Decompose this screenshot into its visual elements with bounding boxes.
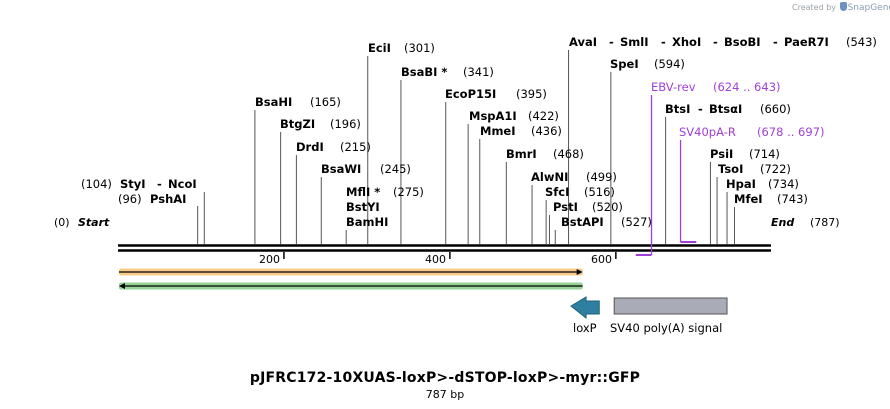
site-label-bamhi: BamHI bbox=[346, 215, 388, 229]
site-position: (395) bbox=[516, 87, 547, 101]
site-label-spei: SpeI bbox=[610, 57, 639, 71]
site-position: (422) bbox=[528, 109, 559, 123]
primer-label-ebv-rev: EBV-rev bbox=[651, 80, 696, 94]
site-label-btsi: BtsI bbox=[665, 102, 690, 116]
site-position: (594) bbox=[654, 57, 685, 71]
site-position: (527) bbox=[621, 215, 652, 229]
site-position: (165) bbox=[310, 95, 341, 109]
site-separator: - bbox=[157, 177, 162, 191]
site-position: (196) bbox=[330, 117, 361, 131]
site-label-xhoi: XhoI bbox=[672, 35, 701, 49]
feature-box-sv40-polya bbox=[613, 297, 728, 315]
site-label-hpai: HpaI bbox=[726, 177, 756, 191]
primer-marks bbox=[635, 95, 697, 256]
site-position: (722) bbox=[760, 162, 791, 176]
start-position: (0) bbox=[54, 216, 70, 229]
credit-prefix: Created by bbox=[792, 3, 837, 12]
site-position: (436) bbox=[531, 124, 562, 138]
site-label-sfci: SfcI bbox=[545, 185, 569, 199]
orf-arrows bbox=[119, 268, 583, 290]
site-position: (301) bbox=[404, 41, 435, 55]
orf-arrowhead bbox=[576, 269, 583, 275]
site-label-pshai: PshAI bbox=[150, 192, 186, 206]
feature-label-sv40-polya: SV40 poly(A) signal bbox=[610, 321, 722, 335]
primer-range: (624 .. 643) bbox=[713, 80, 781, 94]
site-label-smli: SmlI bbox=[620, 35, 649, 49]
site-label-mspa1i: MspA1I bbox=[469, 109, 517, 123]
feature-shapes bbox=[570, 296, 728, 320]
site-position: (341) bbox=[463, 65, 494, 79]
site-label-ecii: EciI bbox=[368, 41, 391, 55]
site-label-bsobi: BsoBI bbox=[724, 35, 761, 49]
site-position: (743) bbox=[777, 192, 808, 206]
site-position: (468) bbox=[553, 147, 584, 161]
site-position: (714) bbox=[749, 147, 780, 161]
site-position: (520) bbox=[592, 200, 623, 214]
site-label-mfei: MfeI bbox=[734, 192, 763, 206]
site-label-bsahi: BsaHI bbox=[255, 95, 292, 109]
site-separator: - bbox=[661, 35, 666, 49]
ruler bbox=[283, 252, 617, 259]
site-position: (516) bbox=[584, 185, 615, 199]
site-position: (499) bbox=[586, 170, 617, 184]
snapgene-logo-icon bbox=[839, 2, 847, 11]
site-label-bstapi: BstAPI bbox=[561, 215, 604, 229]
credit-brand: SnapGene bbox=[847, 3, 890, 13]
ruler-tick-label: 200 bbox=[259, 253, 280, 266]
end-label: End bbox=[771, 216, 794, 229]
feature-arrow-loxp bbox=[570, 296, 600, 320]
site-separator: - bbox=[609, 35, 614, 49]
site-label-psti: PstI bbox=[553, 200, 578, 214]
site-position: (245) bbox=[380, 162, 411, 176]
restriction-site-lines bbox=[197, 50, 735, 244]
site-label-tsoi: TsoI bbox=[718, 162, 743, 176]
site-separator: - bbox=[713, 35, 718, 49]
primer-label-sv40pa-r: SV40pA-R bbox=[679, 125, 736, 139]
site-label-avai: AvaI bbox=[569, 35, 597, 49]
site-label-drdi: DrdI bbox=[296, 140, 324, 154]
site-label-paer7i: PaeR7I bbox=[784, 35, 829, 49]
site-label-bsabi: BsaBI * bbox=[401, 65, 447, 79]
plasmid-length: 787 bp bbox=[425, 388, 465, 401]
site-label-btgzi: BtgZI bbox=[280, 117, 315, 131]
dna-backbone bbox=[118, 244, 771, 252]
site-label-btsai: BtsαI bbox=[709, 102, 742, 116]
ruler-tick-label: 400 bbox=[425, 253, 446, 266]
site-label-bmri: BmrI bbox=[506, 147, 537, 161]
site-label-styi: StyI bbox=[120, 177, 146, 191]
site-position: (543) bbox=[846, 35, 877, 49]
start-label: Start bbox=[78, 216, 110, 229]
site-label-ncoi: NcoI bbox=[168, 177, 197, 191]
site-label-psii: PsiI bbox=[710, 147, 733, 161]
restriction-site-labels: (104) StyI - NcoI (96) PshAI BsaHI (165)… bbox=[81, 35, 877, 229]
site-position: (734) bbox=[768, 177, 799, 191]
site-position: (275) bbox=[393, 185, 424, 199]
primer-range: (678 .. 697) bbox=[757, 125, 825, 139]
plasmid-name: pJFRC172-10XUAS-loxP>-dSTOP-loxP>-myr::G… bbox=[249, 370, 641, 386]
site-label-bstyi: BstYI bbox=[346, 200, 380, 214]
primer-labels: EBV-rev (624 .. 643) SV40pA-R (678 .. 69… bbox=[651, 80, 825, 139]
site-position: (660) bbox=[760, 102, 791, 116]
feature-label-loxp: loxP bbox=[573, 321, 597, 335]
site-position: (104) bbox=[81, 177, 112, 191]
site-position: (215) bbox=[340, 140, 371, 154]
site-label-alwni: AlwNI bbox=[531, 170, 568, 184]
end-position: (787) bbox=[810, 216, 840, 229]
site-label-bsawi: BsaWI bbox=[321, 162, 361, 176]
site-separator: - bbox=[698, 102, 703, 116]
site-label-ecop15i: EcoP15I bbox=[445, 87, 496, 101]
site-label-mmei: MmeI bbox=[480, 124, 516, 138]
site-label-mfli: MflI * bbox=[346, 185, 380, 199]
snapgene-credit: Created by SnapGene bbox=[792, 2, 890, 13]
site-position: (96) bbox=[118, 192, 142, 206]
orf-arrowhead bbox=[119, 283, 125, 289]
ruler-tick-label: 600 bbox=[591, 253, 612, 266]
site-separator: - bbox=[773, 35, 778, 49]
